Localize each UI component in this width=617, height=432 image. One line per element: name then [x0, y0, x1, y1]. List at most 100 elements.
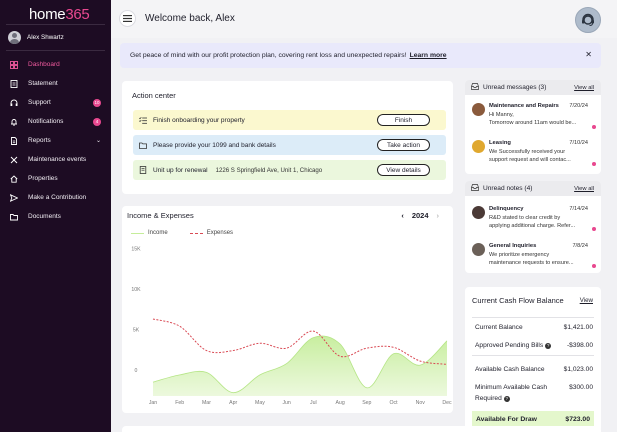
avatar: [8, 31, 21, 44]
avatar: [472, 243, 485, 256]
cash-row: Minimum Available Cash Required? $300.00: [475, 383, 593, 404]
sidebar-item-contribution[interactable]: Make a Contribution: [0, 188, 111, 207]
note-line: maintenance requests to ensure...: [489, 260, 574, 266]
wrench-icon: [9, 155, 18, 164]
y-tick-label: 0: [135, 368, 138, 374]
legend-expenses: Expenses: [206, 230, 234, 236]
learn-more-link[interactable]: Learn more: [409, 52, 447, 59]
chevron-right-icon[interactable]: ›: [436, 211, 440, 220]
dashboard-icon: [9, 60, 18, 69]
inbox-icon: [471, 184, 479, 193]
bell-icon: [9, 117, 18, 126]
message-date: 7/10/24: [569, 140, 588, 146]
sidebar-item-documents[interactable]: Documents: [0, 207, 111, 226]
draw-label: Available For Draw: [476, 416, 537, 423]
x-tick-label: Nov: [416, 400, 426, 406]
action-text: Please provide your 1099 and bank detail…: [153, 141, 276, 149]
divider: [6, 50, 105, 51]
message-line: We Successfully received your: [489, 149, 566, 155]
checklist-icon: [133, 116, 153, 124]
note-date: 7/14/24: [569, 206, 588, 212]
legend-income: Income: [148, 230, 168, 236]
note-item[interactable]: Delinquency 7/14/24 R&D stated to clear …: [472, 204, 596, 240]
folder-icon: [133, 142, 153, 149]
hamburger-icon: [123, 15, 132, 22]
sidebar-item-label: Documents: [28, 213, 61, 220]
finish-button[interactable]: Finish: [377, 114, 430, 126]
cash-row-label: Minimum Available Cash: [475, 384, 548, 391]
x-tick-label: Feb: [175, 400, 184, 406]
take-action-button[interactable]: Take action: [377, 139, 430, 151]
note-item[interactable]: General Inquiries 7/8/24 We prioritize e…: [472, 241, 596, 277]
support-agent-button[interactable]: [575, 7, 601, 33]
sidebar-item-label: Support: [28, 99, 51, 106]
y-tick-label: 10K: [131, 287, 141, 293]
message-line: support request and will contac...: [489, 157, 571, 163]
sidebar-item-notifications[interactable]: Notifications 4: [0, 112, 111, 131]
message-line: Hi Manny,: [489, 112, 514, 118]
sidebar-item-reports[interactable]: Reports ⌄: [0, 131, 111, 150]
action-row-onboarding: Finish onboarding your property Finish: [133, 110, 446, 130]
sidebar-item-maintenance[interactable]: Maintenance events: [0, 150, 111, 169]
notes-view-all-link[interactable]: View all: [574, 185, 594, 192]
user-profile[interactable]: Alex Shwartz: [8, 31, 64, 44]
sidebar-item-dashboard[interactable]: Dashboard: [0, 55, 111, 74]
action-text: Unit up for renewal: [153, 166, 208, 174]
x-tick-label: Sep: [362, 400, 371, 406]
headset-icon: [582, 13, 594, 26]
divider: [6, 24, 105, 25]
chart-legend: Income Expenses: [131, 230, 233, 236]
legend-swatch-income: [131, 232, 144, 234]
sidebar-item-label: Notifications: [28, 118, 64, 125]
x-tick-label: Mar: [202, 400, 211, 406]
chevron-left-icon[interactable]: ‹: [401, 211, 404, 220]
message-item[interactable]: Maintenance and Repairs 7/20/24 Hi Manny…: [472, 101, 596, 137]
cash-row: Available Cash Balance $1,023.00: [475, 366, 593, 373]
message-line: Tomorrow around 11am would be...: [489, 120, 577, 126]
note-category: General Inquiries: [489, 243, 537, 249]
cash-row-value: $300.00: [569, 384, 593, 391]
action-row-1099: Please provide your 1099 and bank detail…: [133, 135, 446, 155]
x-tick-label: May: [255, 400, 265, 406]
messages-title: Unread messages (3): [483, 84, 547, 91]
cash-flow-view-link[interactable]: View: [579, 297, 593, 304]
close-icon[interactable]: ✕: [585, 50, 592, 59]
folder-icon: [9, 212, 18, 221]
note-preview: We prioritize emergency maintenance reque…: [489, 251, 587, 267]
income-expenses-chart: 15K 10K 5K 0 Jan Feb Mar Apr May Jun Jul Aug Sep Oct N…: [131, 247, 452, 407]
user-name: Alex Shwartz: [27, 34, 64, 41]
sidebar-item-statement[interactable]: Statement: [0, 74, 111, 93]
cash-row-label: Approved Pending Bills: [475, 342, 544, 349]
help-icon[interactable]: ?: [503, 395, 510, 402]
unread-dot: [592, 264, 596, 268]
legend-swatch-expenses: [189, 232, 203, 234]
unread-dot: [592, 162, 596, 166]
help-icon[interactable]: ?: [545, 343, 552, 349]
cash-flow-title: Current Cash Flow Balance: [472, 296, 564, 305]
hamburger-button[interactable]: [119, 10, 136, 27]
unread-messages-card: Unread messages (3) View all Maintenance…: [465, 80, 601, 174]
action-text: Finish onboarding your property: [153, 116, 245, 124]
sidebar-item-label: Dashboard: [28, 61, 60, 68]
statement-icon: [9, 79, 18, 88]
x-tick-label: Aug: [335, 400, 344, 406]
sidebar-item-label: Reports: [28, 137, 51, 144]
cash-row: Approved Pending Bills? -$398.00: [475, 342, 593, 349]
note-line: We prioritize emergency: [489, 252, 550, 258]
renewal-icon: [133, 166, 153, 174]
note-date: 7/8/24: [572, 243, 588, 249]
messages-view-all-link[interactable]: View all: [574, 84, 594, 91]
page-title: Welcome back, Alex: [145, 13, 235, 24]
cash-row-label: Available Cash Balance: [475, 366, 545, 373]
sidebar-item-support[interactable]: Support 10: [0, 93, 111, 112]
notifications-badge: 4: [93, 117, 101, 126]
sidebar-item-label: Statement: [28, 80, 58, 87]
message-sender: Leasing: [489, 140, 511, 146]
message-item[interactable]: Leasing 7/10/24 We Successfully received…: [472, 138, 596, 174]
sidebar-item-label: Maintenance events: [28, 156, 87, 163]
sidebar-item-properties[interactable]: Properties: [0, 169, 111, 188]
view-details-button[interactable]: View details: [377, 164, 430, 176]
avatar: [472, 103, 485, 116]
sidebar-nav: Dashboard Statement Support 10 Notificat…: [0, 55, 111, 226]
logo[interactable]: home365: [29, 6, 90, 23]
